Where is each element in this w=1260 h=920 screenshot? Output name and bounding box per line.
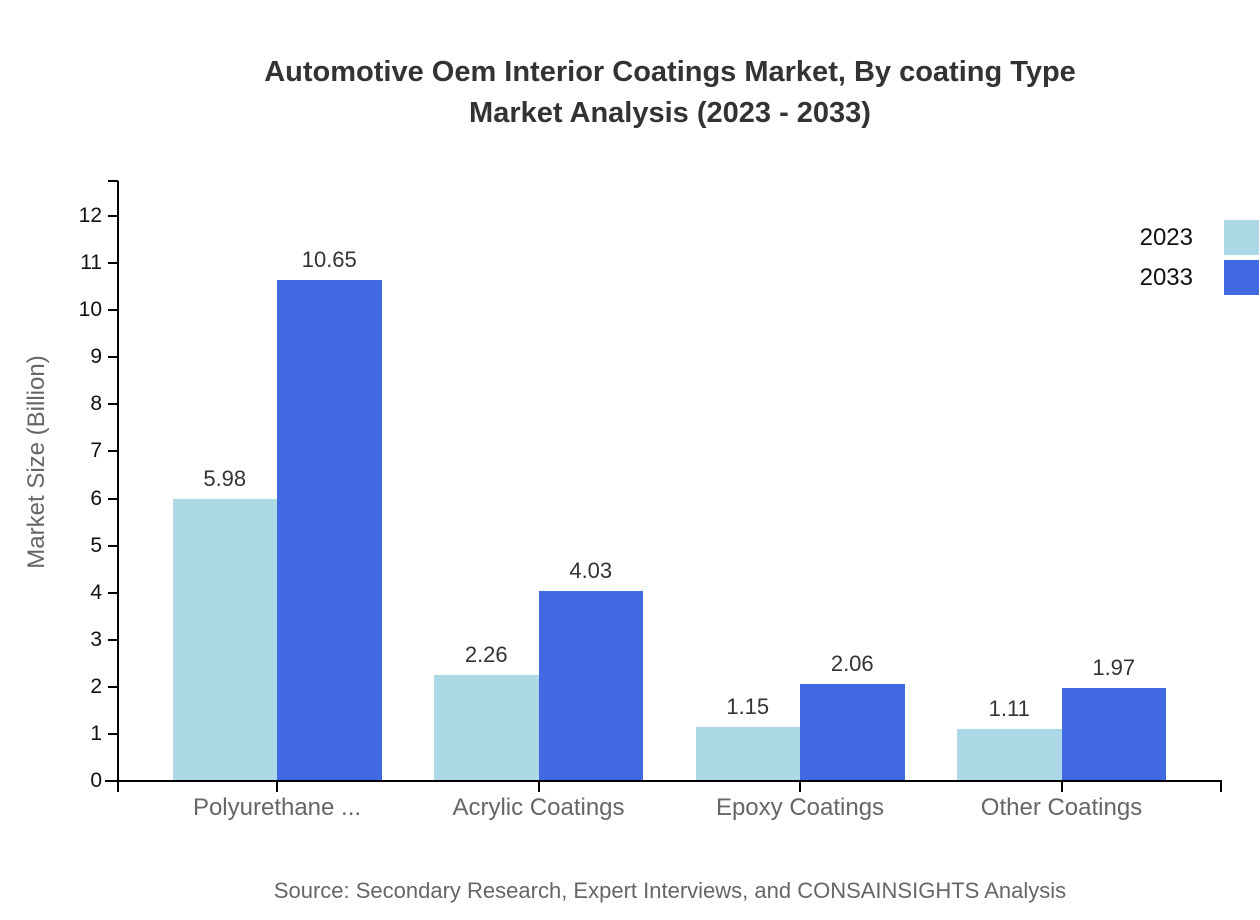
value-label-2033-2: 4.03 [569,558,613,584]
y-tick-10 [108,309,118,312]
y-tick-label-10: 10 [78,298,102,322]
y-tick-3 [108,638,118,641]
y-tick-11 [108,262,118,265]
y-tick-label-7: 7 [90,439,102,463]
x-axis-end-tick [1220,782,1222,792]
bar-2033-1 [277,279,382,781]
y-tick-9 [108,356,118,359]
legend-label-2023: 2023 [1139,224,1193,251]
x-tick-1 [276,782,278,792]
y-tick-8 [108,403,118,406]
bar-2023-4 [957,728,1062,781]
x-tick-2 [537,782,540,792]
source-note: Source: Secondary Research, Expert Inter… [273,878,1067,903]
x-tick-label-4: Other Coatings [980,794,1143,821]
value-label-2023-1: 5.98 [203,466,247,492]
y-tick-label-8: 8 [90,392,102,416]
y-tick-2 [108,685,118,688]
y-tick-7 [108,450,118,453]
y-tick-6 [108,497,118,500]
value-label-2033-3: 2.06 [830,651,874,676]
legend-label-2033: 2033 [1139,264,1193,291]
y-tick-label-9: 9 [90,345,102,369]
bar-2023-1 [172,499,277,781]
x-tick-4 [1060,782,1063,792]
x-tick-3 [799,782,801,792]
y-tick-label-3: 3 [90,627,102,651]
y-tick-label-11: 11 [80,251,102,275]
value-label-2033-4: 1.97 [1092,655,1136,681]
value-label-2033-1: 10.65 [301,246,357,272]
y-tick-1 [108,732,118,735]
y-axis-end-tick [108,180,118,182]
x-tick-label-2: Acrylic Coatings [452,794,625,821]
x-tick-label-3: Epoxy Coatings [715,794,885,821]
y-tick-12 [108,215,118,217]
y-tick-5 [108,544,118,547]
y-axis-line [117,181,119,792]
bar-2023-2 [434,674,539,781]
bar-2033-3 [800,684,905,781]
x-axis-line [105,780,1222,782]
bar-2033-2 [538,591,643,781]
bar-2023-3 [695,726,800,781]
bar-2033-4 [1061,688,1166,781]
y-tick-label-1: 1 [90,721,102,745]
legend-swatch-2023 [1224,220,1259,255]
value-label-2023-3: 1.15 [726,693,770,719]
y-tick-label-5: 5 [90,533,102,557]
value-label-2023-4: 1.11 [988,695,1030,721]
y-tick-label-12: 12 [78,204,102,227]
value-label-2023-2: 2.26 [464,641,508,667]
chart-title: Automotive Oem Interior Coatings Market,… [40,52,1260,134]
y-tick-label-0: 0 [90,769,102,792]
chart-title-line2: Market Analysis (2023 - 2033) [469,97,871,129]
x-tick-label-1: Polyurethane ... [192,794,362,821]
y-tick-label-2: 2 [90,674,102,698]
chart-title-line1: Automotive Oem Interior Coatings Market,… [264,56,1076,88]
y-tick-label-4: 4 [90,580,102,604]
y-tick-4 [108,591,118,594]
legend-swatch-2033 [1224,260,1259,295]
y-tick-label-6: 6 [90,486,102,510]
